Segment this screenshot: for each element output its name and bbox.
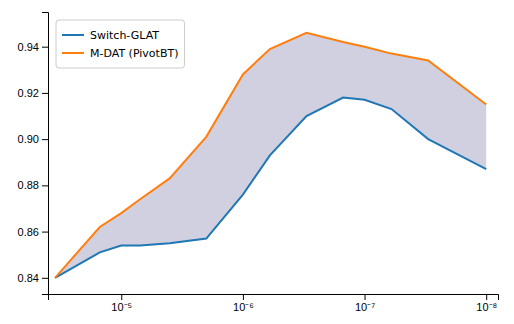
x-tick-mark xyxy=(365,294,366,300)
x-tick-mark xyxy=(486,294,487,300)
x-tick: 10⁻⁵ xyxy=(111,294,132,313)
y-axis: 0.84 0.86 0.88 0.90 0.92 0.94 xyxy=(18,13,49,295)
legend-label: Switch-GLAT xyxy=(90,29,159,42)
plot-root: 10⁻⁵ 10⁻⁶ 10⁻⁷ 10⁻⁸ 0.84 0.86 0.88 0.90 0.92 0.94… xyxy=(18,13,499,313)
x-tick: 10⁻⁶ xyxy=(233,294,254,313)
y-tick-label: 0.84 xyxy=(18,272,39,284)
x-tick-mark xyxy=(243,294,244,300)
legend-swatch xyxy=(62,52,84,54)
y-tick: 0.90 xyxy=(18,133,48,145)
y-axis-line xyxy=(42,13,49,295)
x-axis-line xyxy=(49,295,499,301)
x-tick: 10⁻⁷ xyxy=(355,294,375,313)
y-tick-mark xyxy=(42,185,48,186)
x-tick-label: 10⁻⁷ xyxy=(355,301,375,313)
x-tick-label: 10⁻⁸ xyxy=(476,301,497,313)
y-tick: 0.88 xyxy=(18,179,48,191)
x-tick-label: 10⁻⁶ xyxy=(233,301,254,313)
x-axis: 10⁻⁵ 10⁻⁶ 10⁻⁷ 10⁻⁸ xyxy=(49,294,499,313)
y-tick-label: 0.90 xyxy=(18,133,39,145)
y-tick-mark xyxy=(42,232,48,233)
y-tick-label: 0.92 xyxy=(18,87,39,99)
y-tick-mark xyxy=(42,47,48,48)
series-line xyxy=(55,98,486,278)
y-tick-mark xyxy=(42,93,48,94)
y-tick: 0.84 xyxy=(18,272,48,284)
y-tick-label: 0.86 xyxy=(18,226,39,238)
y-tick-label: 0.94 xyxy=(18,41,39,53)
legend-item: Switch-GLAT xyxy=(62,29,159,42)
legend-item: M-DAT (PivotBT) xyxy=(62,47,178,60)
y-tick-mark xyxy=(42,278,48,279)
x-tick-label: 10⁻⁵ xyxy=(111,301,132,313)
y-tick: 0.94 xyxy=(18,41,48,53)
legend-swatch xyxy=(62,34,84,36)
x-tick-mark xyxy=(121,294,122,300)
x-tick: 10⁻⁸ xyxy=(476,294,497,313)
chart: 10⁻⁵ 10⁻⁶ 10⁻⁷ 10⁻⁸ 0.84 0.86 0.88 0.90 0.92 0.94… xyxy=(0,0,514,324)
series-line xyxy=(55,33,486,278)
y-tick-label: 0.88 xyxy=(18,179,39,191)
legend-box xyxy=(56,20,184,68)
y-tick-mark xyxy=(42,139,48,140)
y-tick: 0.86 xyxy=(18,226,48,238)
fill-between xyxy=(55,33,486,278)
legend: Switch-GLAT M-DAT (PivotBT) xyxy=(56,20,184,68)
legend-label: M-DAT (PivotBT) xyxy=(90,47,178,60)
marks xyxy=(55,33,486,278)
y-tick: 0.92 xyxy=(18,87,48,99)
